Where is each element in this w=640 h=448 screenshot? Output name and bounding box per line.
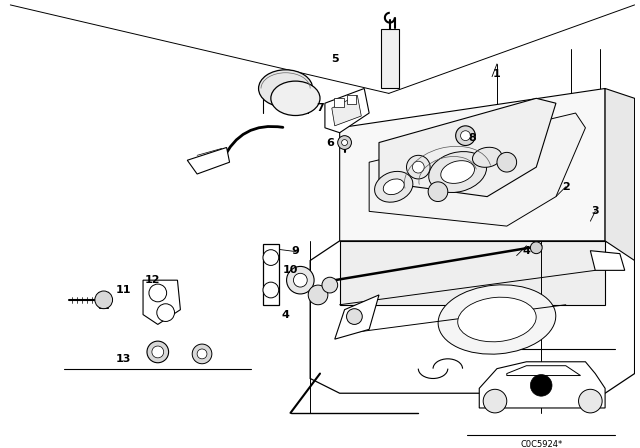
- Ellipse shape: [429, 151, 486, 193]
- Circle shape: [287, 267, 314, 294]
- Polygon shape: [479, 362, 605, 408]
- Bar: [381, 30, 399, 88]
- Text: 5: 5: [331, 54, 339, 64]
- Polygon shape: [332, 95, 362, 126]
- Polygon shape: [507, 366, 580, 375]
- Circle shape: [531, 375, 552, 396]
- Circle shape: [531, 242, 542, 254]
- Ellipse shape: [374, 172, 413, 202]
- Polygon shape: [340, 241, 605, 305]
- Text: 2: 2: [562, 182, 570, 192]
- Circle shape: [406, 155, 430, 179]
- Text: 8: 8: [468, 133, 476, 142]
- Polygon shape: [143, 280, 180, 324]
- Circle shape: [149, 284, 166, 302]
- Circle shape: [308, 285, 328, 305]
- Circle shape: [338, 136, 351, 150]
- Circle shape: [197, 349, 207, 359]
- Circle shape: [263, 250, 278, 265]
- Ellipse shape: [472, 147, 502, 167]
- Circle shape: [157, 304, 175, 322]
- Circle shape: [579, 389, 602, 413]
- Text: 6: 6: [326, 138, 334, 147]
- Polygon shape: [325, 88, 369, 133]
- Ellipse shape: [441, 161, 474, 183]
- Text: 9: 9: [291, 246, 300, 256]
- Polygon shape: [379, 98, 556, 197]
- Circle shape: [95, 291, 113, 309]
- Bar: [334, 98, 344, 107]
- Polygon shape: [188, 147, 230, 174]
- Polygon shape: [310, 241, 635, 393]
- Text: 4: 4: [282, 310, 289, 319]
- Text: 4: 4: [522, 246, 531, 256]
- Circle shape: [294, 273, 307, 287]
- Circle shape: [497, 152, 516, 172]
- Text: 3: 3: [591, 207, 599, 216]
- Text: 1: 1: [493, 69, 501, 79]
- Polygon shape: [590, 251, 625, 270]
- Circle shape: [263, 282, 278, 298]
- Circle shape: [192, 344, 212, 364]
- Polygon shape: [605, 88, 635, 261]
- Circle shape: [342, 140, 348, 146]
- Polygon shape: [340, 88, 605, 241]
- Ellipse shape: [259, 70, 312, 107]
- Ellipse shape: [458, 297, 536, 342]
- Circle shape: [483, 389, 507, 413]
- Text: 13: 13: [116, 354, 131, 364]
- Circle shape: [346, 309, 362, 324]
- Circle shape: [147, 341, 168, 363]
- Bar: [346, 95, 356, 104]
- Circle shape: [428, 182, 448, 202]
- Polygon shape: [263, 244, 278, 305]
- Circle shape: [461, 131, 470, 141]
- Circle shape: [152, 346, 164, 358]
- Text: 12: 12: [145, 275, 161, 285]
- Circle shape: [412, 161, 424, 173]
- Ellipse shape: [438, 285, 556, 354]
- Circle shape: [456, 126, 476, 146]
- Ellipse shape: [383, 179, 404, 194]
- Text: 10: 10: [283, 265, 298, 276]
- Ellipse shape: [271, 81, 320, 116]
- Polygon shape: [335, 295, 379, 339]
- Text: 11: 11: [116, 285, 131, 295]
- Text: 7: 7: [316, 103, 324, 113]
- Polygon shape: [369, 113, 586, 226]
- Text: C0C5924*: C0C5924*: [520, 440, 563, 448]
- Circle shape: [322, 277, 338, 293]
